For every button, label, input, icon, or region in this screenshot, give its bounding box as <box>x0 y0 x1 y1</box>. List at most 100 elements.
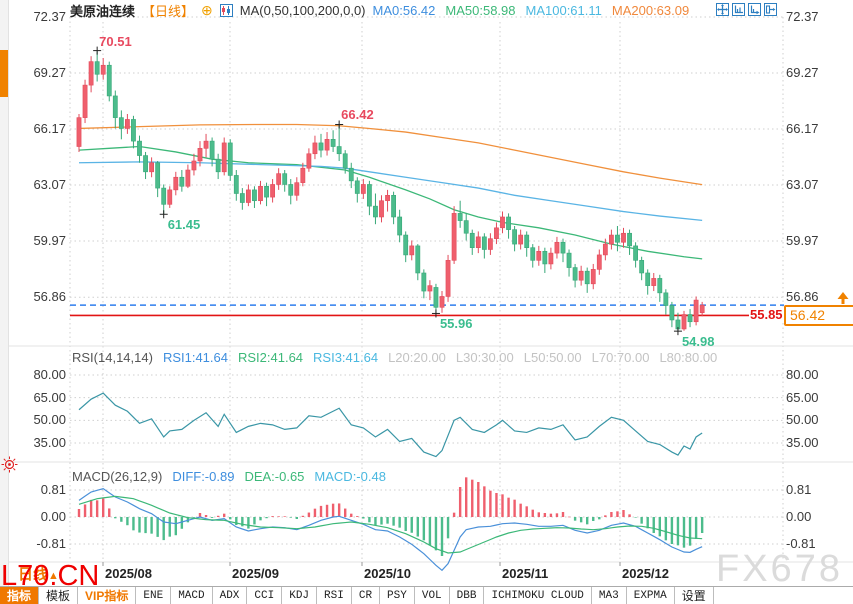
axis-scale-arrow-icon[interactable] <box>748 3 761 16</box>
price-annotation-label: 70.51 <box>99 33 132 49</box>
bottom-tab-MA3[interactable]: MA3 <box>592 587 627 604</box>
rsi-axis-label-right: 80.00 <box>786 367 819 382</box>
rsi-axis-label-right: 65.00 <box>786 389 819 405</box>
macd-axis-label-left: -0.81 <box>36 535 66 551</box>
rsi-axis-label-left: 35.00 <box>33 434 66 450</box>
bottom-tab-CCI[interactable]: CCI <box>247 587 283 604</box>
macd-value-label: MACD:-0.48 <box>314 469 386 484</box>
price-annotation-label: 55.96 <box>439 316 473 332</box>
rsi-formula: RSI(14,14,14) <box>72 350 153 365</box>
x-axis-month-label: 2025/12 <box>622 566 669 581</box>
price-axis-label-left: 66.17 <box>33 121 66 136</box>
move-crosshair-icon[interactable] <box>716 3 729 16</box>
back-to-latest-icon[interactable] <box>836 292 850 304</box>
macd-axis-label-right: 0.00 <box>786 509 812 524</box>
bottom-tab-CR[interactable]: CR <box>352 587 381 604</box>
ma-value-label: MA100:61.11 <box>525 3 602 18</box>
bottom-tab-PSY[interactable]: PSY <box>380 587 415 604</box>
red-sun-icon[interactable] <box>1 456 18 473</box>
x-axis-month-label: 2025/09 <box>232 566 279 581</box>
price-axis-label-left: 69.27 <box>33 65 66 80</box>
price-axis-label-left: 63.07 <box>33 177 66 192</box>
price-axis-label-right: 72.37 <box>786 9 819 24</box>
rsi-value-label: RSI3:41.64 <box>313 350 379 365</box>
horizontal-line-price-label[interactable]: 55.85 <box>749 307 784 323</box>
bottom-tab-设置[interactable]: 设置 <box>675 587 714 604</box>
x-axis-month-label: 2025/11 <box>502 566 549 581</box>
collapse-right-icon[interactable] <box>764 3 777 16</box>
last-price-box[interactable]: 56.42 <box>784 305 853 326</box>
left-strip-accent <box>0 50 8 97</box>
period-tag[interactable]: 【日线】 <box>142 4 195 19</box>
price-axis-label-right: 59.97 <box>786 233 819 248</box>
ma-formula: MA(0,50,100,200,0,0) <box>239 3 366 18</box>
ma-values: MA0:56.42 MA50:58.98 MA100:61.11 MA200:63.0… <box>373 3 690 18</box>
rsi-axis-label-left: 50.00 <box>33 412 66 428</box>
x-axis-month-label: 2025/10 <box>364 566 411 581</box>
rsi-axis-label-left: 80.00 <box>33 367 66 382</box>
macd-formula: MACD(26,12,9) <box>72 469 163 484</box>
rsi-level-label: L50:50.00 <box>523 350 582 365</box>
rsi-level-label: L30:30.00 <box>455 350 514 365</box>
macd-axis-label-left: 0.00 <box>40 509 66 524</box>
bottom-tab-EXPMA[interactable]: EXPMA <box>627 587 675 604</box>
price-axis-label-right: 66.17 <box>786 121 819 136</box>
macd-axis-label-right: -0.81 <box>786 535 816 551</box>
bottom-tab-RSI[interactable]: RSI <box>317 587 352 604</box>
chart-toolbar <box>716 3 777 16</box>
bottom-tab-ADX[interactable]: ADX <box>213 587 248 604</box>
rsi-header: RSI(14,14,14) RSI1:41.64 RSI2:41.64 RSI3:4… <box>72 350 717 365</box>
price-axis-label-right: 69.27 <box>786 65 819 80</box>
bottom-tab-VOL[interactable]: VOL <box>415 587 450 604</box>
rsi-level-label: L80:80.00 <box>659 350 718 365</box>
macd-value-label: DEA:-0.65 <box>244 469 305 484</box>
ma-value-label: MA50:58.98 <box>445 3 516 18</box>
rsi-value-label: RSI2:41.64 <box>237 350 304 365</box>
rsi-axis-label-right: 50.00 <box>786 412 819 428</box>
bottom-tab-指标[interactable]: 指标 <box>0 587 40 604</box>
chart-header: 美原油连续 【日线】 ⊕ MA(0,50,100,200,0,0) MA0:56… <box>70 2 689 19</box>
rsi-axis-label-left: 65.00 <box>33 389 66 405</box>
left-edge-strip[interactable] <box>0 0 9 586</box>
rsi-value-label: RSI1:41.64 <box>162 350 228 365</box>
circle-plus-icon[interactable]: ⊕ <box>201 2 213 18</box>
symbol-title: 美原油连续 <box>70 4 136 19</box>
price-axis-label-left: 59.97 <box>33 233 66 248</box>
price-annotation-label: 66.42 <box>341 107 374 123</box>
rsi-values: RSI1:41.64 RSI2:41.64 RSI3:41.64 <box>163 350 378 365</box>
period-selector-button[interactable]: 日线▲ <box>18 563 59 584</box>
bottom-tab-KDJ[interactable]: KDJ <box>282 587 318 604</box>
fx678-watermark: FX678 <box>716 548 843 590</box>
period-selector-label: 日线 <box>18 566 49 583</box>
macd-value-label: DIFF:-0.89 <box>172 469 235 484</box>
price-axis-label-left: 56.86 <box>33 289 66 305</box>
candlestick-chart-icon[interactable] <box>219 4 233 17</box>
site-watermark: L70.CN <box>1 560 100 592</box>
indicator-tab-bar: 指标 模板 VIP指标 ENE MACD ADX CCI KDJ RSI CR PSY VOL DBB I… <box>0 586 853 604</box>
price-annotation-label: 54.98 <box>681 334 715 350</box>
rsi-axis-label-right: 35.00 <box>786 434 819 450</box>
price-axis-label-right: 63.07 <box>786 177 819 192</box>
bottom-tab-VIP指标[interactable]: VIP指标 <box>78 587 137 604</box>
axis-scale-icon[interactable] <box>732 3 745 16</box>
price-axis-label-right: 56.86 <box>786 289 819 305</box>
ma-value-label: MA200:63.09 <box>611 3 690 18</box>
bottom-tab-DBB[interactable]: DBB <box>450 587 485 604</box>
x-axis-month-label: 2025/08 <box>105 566 152 581</box>
price-annotation-label: 61.45 <box>167 217 201 233</box>
rsi-level-label: L20:20.00 <box>388 350 446 365</box>
bottom-tab-模板[interactable]: 模板 <box>39 587 79 604</box>
macd-values: DIFF:-0.89 DEA:-0.65 MACD:-0.48 <box>172 469 386 484</box>
triangle-up-icon: ▲ <box>48 570 59 582</box>
price-axis-label-left: 72.37 <box>33 9 66 24</box>
bottom-tab-MACD[interactable]: MACD <box>171 587 213 604</box>
macd-header: MACD(26,12,9) DIFF:-0.89 DEA:-0.65 MACD:-0… <box>72 469 386 484</box>
macd-axis-label-left: 0.81 <box>40 482 66 497</box>
rsi-level-label: L70:70.00 <box>591 350 650 365</box>
bottom-tab-ENE[interactable]: ENE <box>136 587 172 604</box>
bottom-tab-ICHIMOKU CLOUD[interactable]: ICHIMOKU CLOUD <box>484 587 592 604</box>
rsi-levels: L20:20.00 L30:30.00 L50:50.00 L70:70.00 L80:… <box>388 350 717 365</box>
ma-value-label: MA0:56.42 <box>372 3 436 18</box>
